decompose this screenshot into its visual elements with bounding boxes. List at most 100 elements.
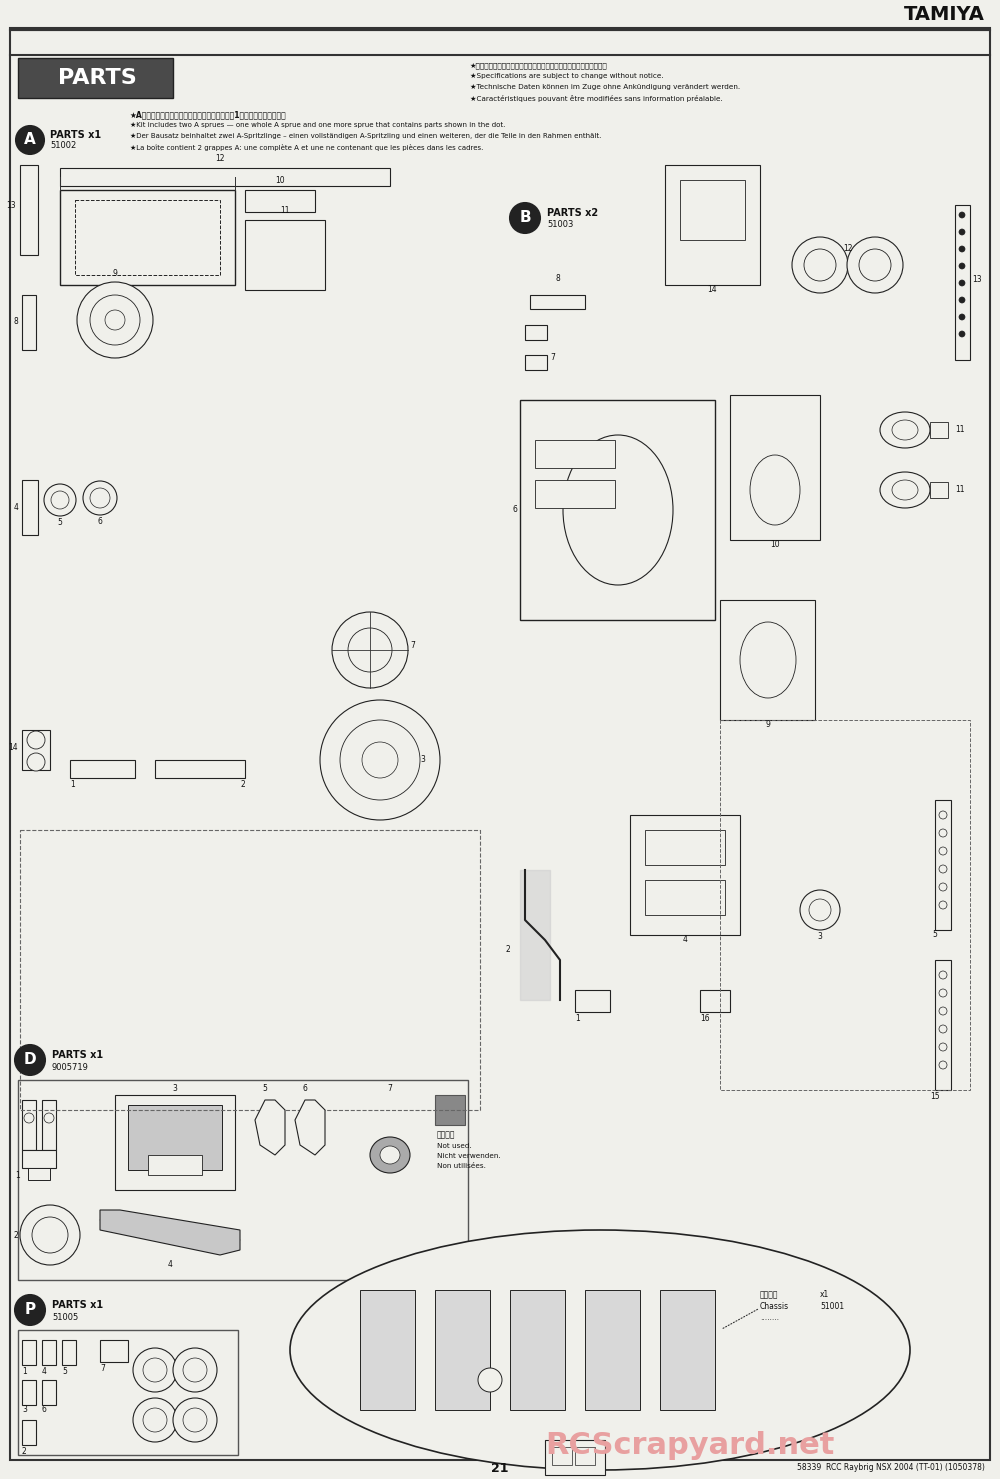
Text: 6: 6 xyxy=(42,1405,47,1414)
Ellipse shape xyxy=(939,847,947,855)
Text: 7: 7 xyxy=(550,353,555,362)
Text: 1: 1 xyxy=(15,1170,20,1179)
Bar xyxy=(435,1290,490,1409)
Bar xyxy=(18,1330,238,1455)
Ellipse shape xyxy=(266,1142,274,1151)
Text: 6: 6 xyxy=(303,1084,307,1093)
Ellipse shape xyxy=(332,612,408,688)
Ellipse shape xyxy=(266,1106,274,1114)
Ellipse shape xyxy=(16,126,44,154)
Text: 11: 11 xyxy=(955,426,964,435)
Bar xyxy=(22,1420,36,1445)
Bar xyxy=(535,439,615,467)
Ellipse shape xyxy=(959,263,965,269)
Bar xyxy=(60,189,235,285)
Bar xyxy=(645,880,725,916)
Text: ★製品改良のためキットは予告なく仕様を変更することがあります。: ★製品改良のためキットは予告なく仕様を変更することがあります。 xyxy=(470,62,608,68)
Ellipse shape xyxy=(27,731,45,748)
Text: PARTS x1: PARTS x1 xyxy=(52,1050,103,1060)
Text: 1: 1 xyxy=(575,1015,580,1023)
Ellipse shape xyxy=(370,1137,410,1173)
Text: 2: 2 xyxy=(505,945,510,954)
Ellipse shape xyxy=(959,211,965,217)
Ellipse shape xyxy=(83,481,117,515)
Bar xyxy=(22,1151,56,1168)
Ellipse shape xyxy=(563,435,673,586)
Text: B: B xyxy=(519,210,531,225)
Ellipse shape xyxy=(804,248,836,281)
Ellipse shape xyxy=(380,1146,400,1164)
Polygon shape xyxy=(100,1210,240,1256)
Bar xyxy=(535,481,615,507)
Ellipse shape xyxy=(959,246,965,251)
Text: PARTS x2: PARTS x2 xyxy=(547,209,598,217)
Text: 4: 4 xyxy=(42,1367,47,1375)
Text: 8: 8 xyxy=(556,274,560,282)
Ellipse shape xyxy=(510,203,540,234)
Text: 9: 9 xyxy=(113,269,117,278)
Text: Nicht verwenden.: Nicht verwenden. xyxy=(437,1154,501,1160)
Ellipse shape xyxy=(173,1398,217,1442)
Text: ★La boîte contient 2 grappes A: une complète A et une ne contenant que les pièce: ★La boîte contient 2 grappes A: une comp… xyxy=(130,143,483,151)
Bar xyxy=(955,206,970,359)
Ellipse shape xyxy=(959,314,965,319)
Text: 7: 7 xyxy=(100,1364,105,1373)
Text: シャーシ: シャーシ xyxy=(760,1290,778,1299)
Bar xyxy=(18,1080,468,1279)
Ellipse shape xyxy=(939,989,947,997)
Ellipse shape xyxy=(348,629,392,671)
Text: 1: 1 xyxy=(22,1367,27,1375)
Ellipse shape xyxy=(51,491,69,509)
Bar xyxy=(42,1380,56,1405)
Text: Chassis: Chassis xyxy=(760,1302,789,1310)
Text: 7: 7 xyxy=(410,640,415,649)
Ellipse shape xyxy=(266,1118,274,1126)
Ellipse shape xyxy=(183,1408,207,1432)
Text: 1: 1 xyxy=(70,779,75,788)
Bar xyxy=(75,200,220,275)
Text: 51003: 51003 xyxy=(547,220,573,229)
Bar xyxy=(575,1446,595,1466)
Bar xyxy=(70,760,135,778)
Text: 3: 3 xyxy=(22,1405,27,1414)
Bar xyxy=(720,600,815,720)
Bar xyxy=(552,1446,572,1466)
Bar xyxy=(128,1105,222,1170)
Ellipse shape xyxy=(939,883,947,890)
Bar xyxy=(245,189,315,211)
Bar xyxy=(42,1100,56,1151)
Ellipse shape xyxy=(939,901,947,910)
Text: 4: 4 xyxy=(168,1260,172,1269)
Ellipse shape xyxy=(792,237,848,293)
Text: 5: 5 xyxy=(58,518,62,527)
Ellipse shape xyxy=(959,229,965,235)
Bar xyxy=(62,1340,76,1365)
Text: D: D xyxy=(24,1053,36,1068)
Text: Non utilisées.: Non utilisées. xyxy=(437,1162,486,1168)
Text: 16: 16 xyxy=(700,1015,710,1023)
Ellipse shape xyxy=(306,1118,314,1126)
Bar xyxy=(525,355,547,370)
Ellipse shape xyxy=(892,481,918,500)
Bar xyxy=(22,1340,36,1365)
Text: 3: 3 xyxy=(173,1084,177,1093)
Text: PARTS x1: PARTS x1 xyxy=(50,130,101,141)
Ellipse shape xyxy=(173,1347,217,1392)
Ellipse shape xyxy=(24,1114,34,1123)
Text: 9: 9 xyxy=(766,720,770,729)
Bar xyxy=(42,1340,56,1365)
Bar xyxy=(155,760,245,778)
Bar xyxy=(20,830,480,1111)
Ellipse shape xyxy=(959,297,965,303)
Bar xyxy=(435,1094,465,1126)
Ellipse shape xyxy=(105,311,125,330)
Ellipse shape xyxy=(959,280,965,285)
Text: 6: 6 xyxy=(512,506,517,515)
Bar xyxy=(680,180,745,240)
Text: 12: 12 xyxy=(215,154,225,163)
Text: 4: 4 xyxy=(13,503,18,512)
Bar xyxy=(930,482,948,498)
Ellipse shape xyxy=(859,248,891,281)
Ellipse shape xyxy=(800,890,840,930)
Text: 14: 14 xyxy=(707,285,717,294)
